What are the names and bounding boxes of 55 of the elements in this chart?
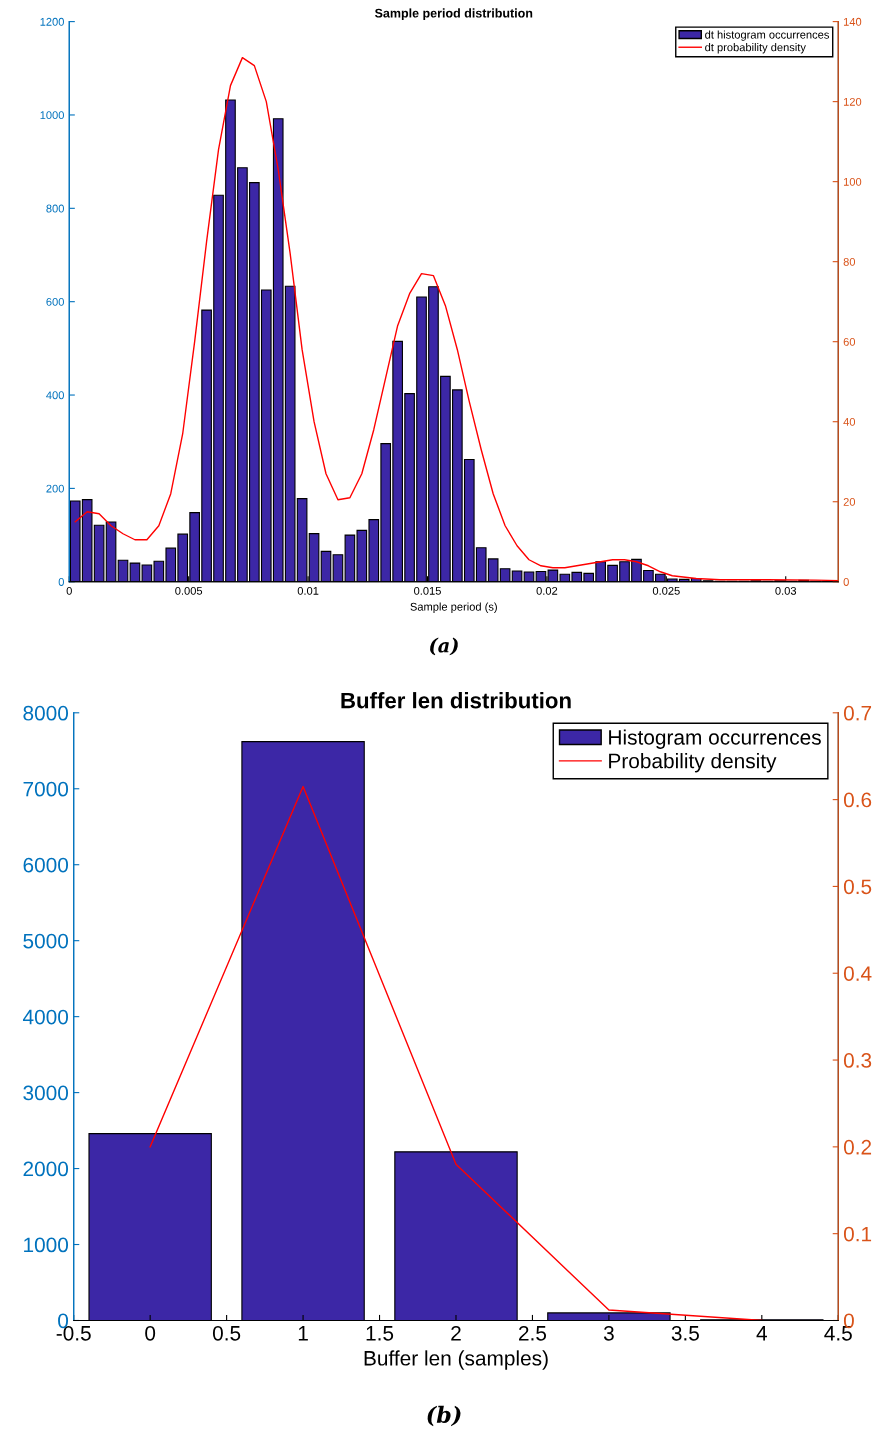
x-tick-label: 0.03 (775, 586, 797, 595)
legend-label: dt histogram occurrences (705, 30, 829, 41)
x-tick-label: 2.5 (519, 1325, 547, 1341)
y2-tick-label: 0.2 (843, 1139, 872, 1155)
y-tick-label: 800 (46, 204, 64, 213)
y2-tick-label: 80 (843, 257, 856, 266)
y2-tick-label: 0.4 (843, 966, 872, 981)
text: (a) (430, 637, 458, 656)
y2-tick-label: 100 (843, 177, 862, 186)
y2-tick-label: 0.3 (843, 1053, 872, 1068)
y-tick-label: 5000 (23, 933, 69, 949)
x-tick-label: 0.005 (175, 586, 203, 595)
y-tick-label: 8000 (23, 705, 69, 721)
x-axis-title: Buffer len (samples) (364, 1350, 548, 1370)
x-tick-label: 3.5 (671, 1325, 699, 1341)
chart-title: Buffer len distribution (341, 692, 571, 709)
x-tick-label: 3 (603, 1325, 614, 1341)
x-tick-label: 0.02 (536, 586, 558, 595)
x-tick-label: 0.015 (414, 586, 441, 595)
y2-tick-label: 0.1 (843, 1226, 872, 1242)
y2-tick-label: 20 (843, 498, 856, 506)
y-tick-label: 600 (46, 297, 64, 306)
y-tick-label: 0 (58, 578, 64, 586)
y2-tick-label: 0.6 (843, 792, 872, 808)
y2-tick-label: 120 (843, 97, 862, 106)
legend-label: Probability density (609, 753, 777, 773)
y-tick-label: 6000 (23, 857, 69, 873)
x-axis-title: Sample period (s) (410, 602, 497, 613)
y-tick-label: 4000 (22, 1009, 69, 1025)
chart-title: Sample period distribution (374, 8, 533, 21)
x-tick-label: 0.5 (212, 1325, 241, 1341)
y2-tick-label: 140 (843, 17, 862, 26)
x-tick-label: 0 (145, 1325, 156, 1341)
y-tick-label: 3000 (23, 1085, 69, 1101)
y-tick-label: 200 (46, 484, 64, 493)
y-tick-label: 2000 (23, 1161, 69, 1177)
y2-tick-label: 40 (843, 417, 856, 426)
y2-tick-label: 0 (843, 578, 849, 586)
y2-tick-label: 60 (843, 337, 856, 346)
legend-label: Histogram occurrences (609, 729, 821, 749)
x-tick-label: 4 (756, 1326, 767, 1341)
legend-label: dt probability density (705, 43, 806, 54)
x-tick-label: 1 (298, 1326, 308, 1341)
y-tick-label: 1000 (24, 1237, 69, 1253)
x-tick-label: 1.5 (366, 1326, 394, 1341)
x-tick-label: 0.01 (297, 586, 319, 595)
y-tick-label: 1000 (40, 111, 64, 120)
y2-tick-label: 0.7 (843, 705, 872, 721)
text: (b) (427, 1405, 461, 1427)
x-tick-label: 0.025 (652, 586, 680, 595)
y-tick-label: 1200 (40, 17, 64, 26)
x-tick-label: 2 (451, 1325, 461, 1341)
y-tick-label: 7000 (23, 781, 69, 797)
y-tick-label: 400 (46, 391, 64, 400)
y2-tick-label: 0.5 (843, 879, 872, 895)
